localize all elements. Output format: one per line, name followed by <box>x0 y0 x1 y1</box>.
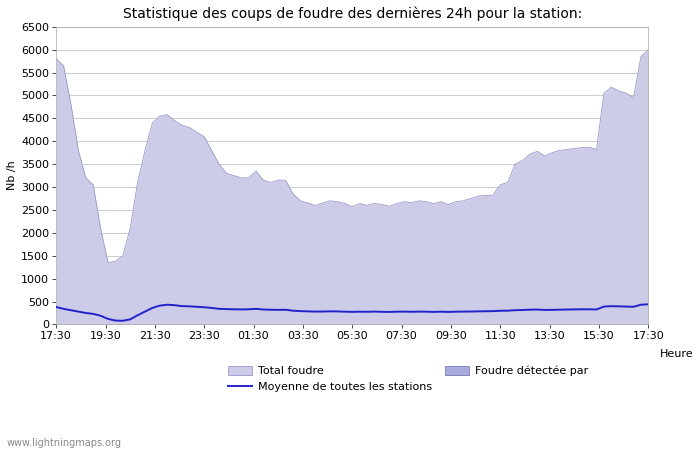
Title: Statistique des coups de foudre des dernières 24h pour la station:: Statistique des coups de foudre des dern… <box>122 7 582 22</box>
Legend: Total foudre, Moyenne de toutes les stations, Foudre détectée par: Total foudre, Moyenne de toutes les stat… <box>228 366 588 392</box>
Text: www.lightningmaps.org: www.lightningmaps.org <box>7 438 122 448</box>
Y-axis label: Nb /h: Nb /h <box>7 161 17 190</box>
Text: Heure: Heure <box>659 349 693 360</box>
